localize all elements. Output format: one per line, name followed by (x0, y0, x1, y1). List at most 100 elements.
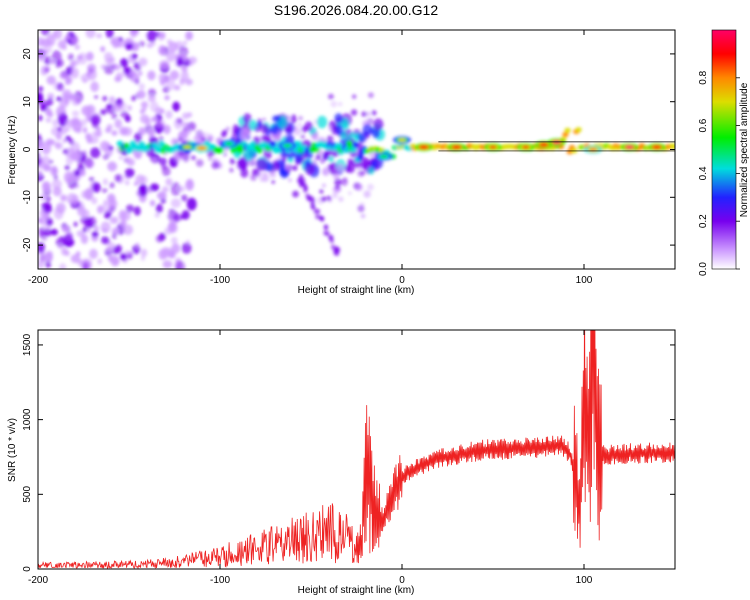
snr-y-axis-label: SNR (10 * v/v) (7, 418, 18, 482)
heatmap-scatter-cell (358, 207, 364, 212)
heatmap-scatter-cell (222, 152, 228, 157)
heatmap-noise-cell (41, 181, 51, 192)
heatmap-noise-cell (129, 30, 138, 38)
chart-title: S196.2026.084.20.00.G12 (274, 2, 438, 18)
heatmap-noise-cell (55, 107, 66, 116)
heatmap-noise-cell (179, 130, 187, 136)
heatmap-noise-cell (44, 58, 51, 66)
heatmap-streak-cell (292, 165, 298, 171)
heatmap-noise-cell (166, 50, 176, 62)
heatmap-noise-cell (48, 139, 56, 146)
heatmap-streak-cell (315, 214, 320, 220)
heatmap-noise-cell (51, 50, 62, 64)
heatmap-noise-cell (165, 177, 173, 186)
snr-x-tick-label: 0 (399, 575, 405, 586)
heatmap-ridge-cell (564, 127, 571, 133)
heatmap-y-tick-label: 20 (22, 48, 33, 60)
heatmap-streak-cell (298, 179, 304, 185)
heatmap-noise-cell (49, 59, 56, 65)
heatmap-noise-cell (106, 123, 113, 131)
heatmap-noise-cell (159, 32, 166, 38)
heatmap-noise-cell (111, 36, 121, 49)
heatmap-noise-cell (100, 46, 106, 52)
heatmap-noise-cell (111, 112, 118, 120)
heatmap-noise-cell (167, 41, 178, 53)
heatmap-mid-cell (322, 151, 330, 160)
heatmap-scatter-cell (363, 190, 371, 198)
heatmap-noise-cell (80, 154, 87, 162)
heatmap-noise-cell (71, 95, 80, 106)
heatmap-noise-cell (138, 71, 143, 76)
heatmap-mid-cell (328, 156, 334, 163)
heatmap-scatter-cell (286, 115, 291, 119)
heatmap-bright-spot (420, 145, 428, 149)
heatmap-mid-cell (284, 164, 291, 171)
heatmap-scatter-cell (371, 110, 377, 116)
heatmap-noise-cell (45, 117, 52, 123)
heatmap-noise-cell (74, 170, 81, 177)
heatmap-noise-cell (76, 230, 85, 238)
heatmap-noise-cell (138, 184, 148, 197)
heatmap-ridge-cell (562, 131, 569, 138)
heatmap-x-tick-label: 100 (576, 275, 593, 286)
heatmap-noise-cell (170, 236, 178, 245)
heatmap-bright-spot (589, 147, 597, 152)
heatmap-noise-cell (77, 205, 86, 217)
heatmap-noise-cell (91, 197, 98, 205)
heatmap-noise-cell (102, 178, 108, 186)
heatmap-noise-cell (102, 95, 108, 102)
snr-plot-area (38, 330, 675, 569)
heatmap-noise-cell (179, 78, 185, 86)
heatmap-bright-spot (626, 145, 633, 149)
heatmap-noise-cell (124, 168, 135, 178)
heatmap-noise-cell (71, 59, 80, 66)
heatmap-scatter-cell (298, 115, 303, 121)
heatmap-noise-cell (100, 109, 107, 116)
heatmap-mid-cell (274, 115, 281, 122)
heatmap-noise-cell (45, 261, 52, 269)
heatmap-scatter-cell (342, 177, 348, 182)
heatmap-noise-cell (138, 83, 145, 90)
heatmap-y-tick-label: 10 (22, 96, 33, 108)
heatmap-noise-cell (155, 203, 163, 213)
heatmap-noise-cell (100, 236, 110, 245)
heatmap-noise-cell (165, 110, 173, 119)
heatmap-ridge-cell (346, 140, 353, 147)
heatmap-noise-cell (172, 101, 181, 112)
heatmap-noise-cell (101, 188, 108, 193)
heatmap-mid-cell (280, 168, 287, 176)
heatmap-mid-cell (271, 161, 280, 172)
heatmap-noise-cell (133, 206, 141, 216)
heatmap-noise-cell (65, 126, 71, 132)
heatmap-x-tick-label: 0 (399, 275, 405, 286)
heatmap-noise-cell (95, 129, 102, 137)
heatmap-scatter-cell (229, 158, 236, 165)
heatmap-noise-cell (114, 174, 122, 183)
heatmap-streak-cell (330, 244, 336, 250)
heatmap-bright-spot (553, 140, 561, 144)
heatmap-noise-cell (161, 186, 169, 193)
heatmap-noise-cell (38, 155, 42, 165)
heatmap-scatter-cell (359, 202, 365, 208)
heatmap-scatter-cell (221, 129, 228, 136)
heatmap-scatter-cell (338, 101, 343, 107)
heatmap-noise-cell (120, 110, 129, 119)
heatmap-scatter-cell (293, 127, 302, 136)
heatmap-mid-cell (362, 124, 373, 136)
heatmap-noise-cell (186, 197, 197, 211)
heatmap-noise-cell (146, 30, 157, 43)
heatmap-noise-cell (64, 80, 71, 85)
heatmap-noise-cell (136, 90, 146, 99)
heatmap-noise-cell (109, 182, 115, 189)
heatmap-mid-cell (261, 134, 267, 141)
heatmap-noise-cell (164, 95, 170, 101)
colorbar-tick-label: 0.2 (698, 214, 709, 228)
heatmap-noise-cell (119, 58, 129, 68)
heatmap-cells (38, 30, 675, 269)
snr-y-tick-label: 500 (22, 486, 33, 503)
heatmap-noise-cell (46, 75, 56, 85)
heatmap-noise-cell (176, 56, 184, 66)
heatmap-noise-cell (133, 181, 139, 186)
